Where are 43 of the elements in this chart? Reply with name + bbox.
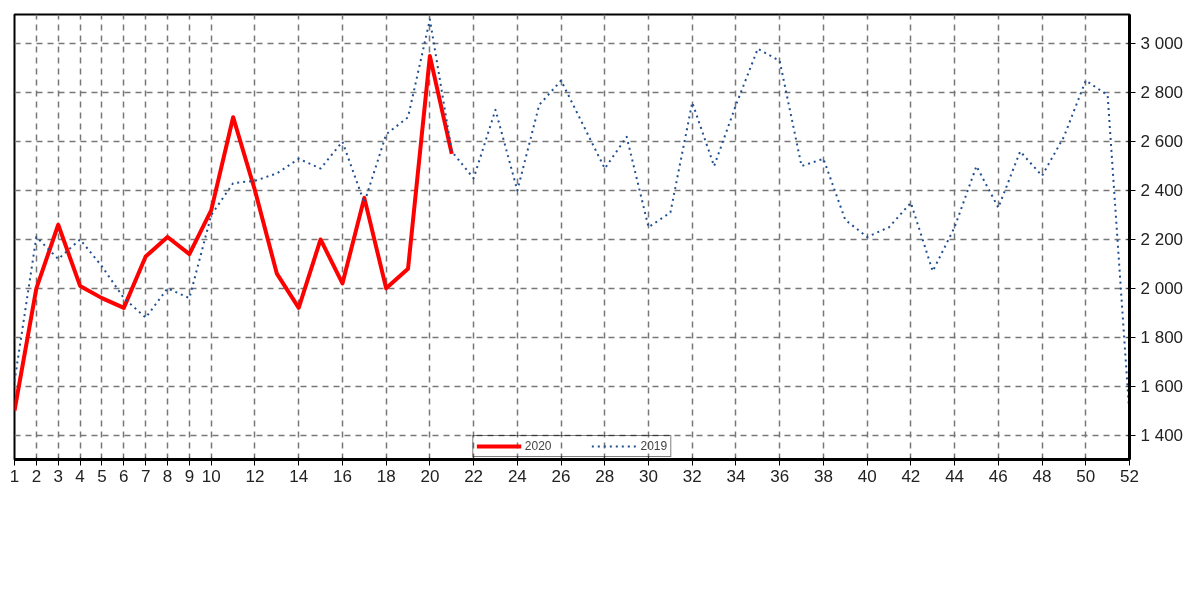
x-tick-label: 34 bbox=[726, 466, 746, 486]
x-tick-label: 2 bbox=[31, 466, 42, 486]
y-tick-label: 2 800 bbox=[1140, 83, 1184, 103]
y-tick-label: 1 800 bbox=[1140, 327, 1184, 347]
x-tick-label: 26 bbox=[551, 466, 571, 486]
x-tick-label: 5 bbox=[97, 466, 107, 486]
x-tick-label: 36 bbox=[770, 466, 790, 486]
x-tick-label: 52 bbox=[1120, 466, 1139, 486]
y-tick-label: 2 000 bbox=[1140, 278, 1184, 298]
x-tick-label: 46 bbox=[988, 466, 1008, 486]
legend-label: 2020 bbox=[524, 439, 552, 453]
x-tick-label: 20 bbox=[420, 466, 440, 486]
x-tick-label: 3 bbox=[53, 466, 63, 486]
x-tick-label: 18 bbox=[376, 466, 396, 486]
y-tick-label: 3 000 bbox=[1140, 34, 1184, 54]
legend-label: 2019 bbox=[640, 439, 668, 453]
y-tick-label: 2 600 bbox=[1140, 132, 1184, 152]
x-tick-label: 42 bbox=[901, 466, 921, 486]
x-tick-label: 9 bbox=[184, 466, 195, 486]
x-tick-label: 28 bbox=[595, 466, 615, 486]
x-tick-label: 6 bbox=[119, 466, 129, 486]
x-tick-label: 38 bbox=[813, 466, 833, 486]
y-tick-label: 1 400 bbox=[1140, 425, 1184, 445]
x-tick-label: 8 bbox=[162, 466, 173, 486]
x-tick-label: 7 bbox=[140, 466, 151, 486]
x-tick-label: 24 bbox=[507, 466, 527, 486]
y-tick-label: 1 600 bbox=[1140, 376, 1184, 396]
x-tick-label: 10 bbox=[201, 466, 221, 486]
y-tick-label: 2 400 bbox=[1140, 181, 1184, 201]
x-tick-label: 44 bbox=[945, 466, 965, 486]
x-tick-label: 30 bbox=[639, 466, 658, 486]
x-tick-label: 12 bbox=[245, 466, 265, 486]
line-series bbox=[14, 54, 454, 413]
x-tick-label: 14 bbox=[289, 466, 309, 486]
x-tick-label: 50 bbox=[1076, 466, 1096, 486]
x-tick-label: 4 bbox=[75, 466, 85, 486]
x-tick-label: 32 bbox=[682, 466, 702, 486]
x-tick-label: 16 bbox=[332, 466, 352, 486]
x-tick-label: 22 bbox=[464, 466, 484, 486]
x-tick-label: 40 bbox=[857, 466, 877, 486]
x-tick-label: 48 bbox=[1032, 466, 1052, 486]
y-tick-label: 2 200 bbox=[1140, 229, 1184, 249]
x-tick-label: 1 bbox=[9, 466, 20, 486]
